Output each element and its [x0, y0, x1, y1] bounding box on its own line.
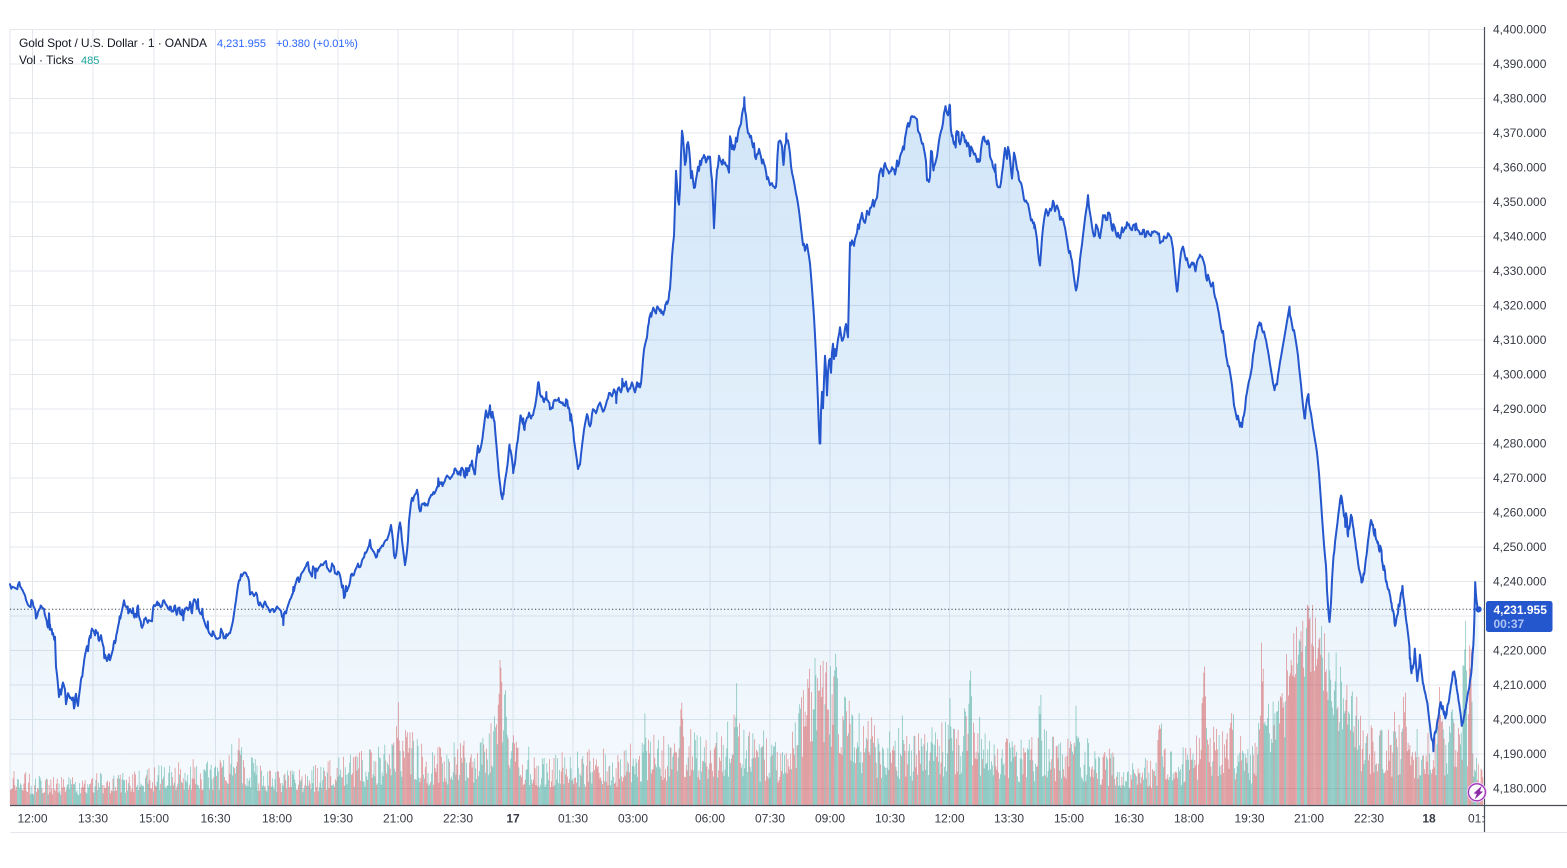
svg-text:15:00: 15:00: [1054, 812, 1084, 826]
svg-text:09:00: 09:00: [815, 812, 845, 826]
svg-text:4,260.000: 4,260.000: [1493, 506, 1547, 520]
svg-text:13:30: 13:30: [994, 812, 1024, 826]
svg-text:13:30: 13:30: [78, 812, 108, 826]
svg-text:4,390.000: 4,390.000: [1493, 57, 1547, 71]
svg-text:4,210.000: 4,210.000: [1493, 678, 1547, 692]
svg-text:4,400.000: 4,400.000: [1493, 23, 1547, 37]
svg-text:00:37: 00:37: [1494, 617, 1525, 631]
svg-text:4,300.000: 4,300.000: [1493, 368, 1547, 382]
svg-text:4,231.955: 4,231.955: [217, 38, 266, 50]
svg-text:06:00: 06:00: [695, 812, 725, 826]
svg-text:4,350.000: 4,350.000: [1493, 195, 1547, 209]
svg-text:4,280.000: 4,280.000: [1493, 437, 1547, 451]
svg-text:12:00: 12:00: [17, 812, 47, 826]
svg-text:16:30: 16:30: [200, 812, 230, 826]
svg-text:18: 18: [1422, 812, 1436, 826]
svg-text:4,330.000: 4,330.000: [1493, 264, 1547, 278]
svg-text:15:00: 15:00: [139, 812, 169, 826]
svg-text:19:30: 19:30: [323, 812, 353, 826]
svg-text:4,190.000: 4,190.000: [1493, 747, 1547, 761]
svg-text:19:30: 19:30: [1234, 812, 1264, 826]
svg-text:4,360.000: 4,360.000: [1493, 161, 1547, 175]
svg-text:4,220.000: 4,220.000: [1493, 644, 1547, 658]
svg-text:21:00: 21:00: [1294, 812, 1324, 826]
svg-text:4,270.000: 4,270.000: [1493, 471, 1547, 485]
svg-text:22:30: 22:30: [1354, 812, 1384, 826]
svg-text:07:30: 07:30: [755, 812, 785, 826]
svg-text:Gold Spot / U.S. Dollar · 1 ·: Gold Spot / U.S. Dollar · 1 · OANDA: [19, 36, 207, 50]
svg-text:4,320.000: 4,320.000: [1493, 299, 1547, 313]
svg-text:18:00: 18:00: [262, 812, 292, 826]
svg-text:+0.380 (+0.01%): +0.380 (+0.01%): [276, 38, 358, 50]
svg-text:22:30: 22:30: [443, 812, 473, 826]
svg-text:17: 17: [506, 812, 520, 826]
svg-text:01:30: 01:30: [1468, 812, 1498, 826]
svg-text:4,340.000: 4,340.000: [1493, 230, 1547, 244]
svg-text:12:00: 12:00: [934, 812, 964, 826]
svg-text:4,290.000: 4,290.000: [1493, 402, 1547, 416]
svg-text:4,200.000: 4,200.000: [1493, 713, 1547, 727]
svg-text:4,380.000: 4,380.000: [1493, 92, 1547, 106]
svg-text:03:00: 03:00: [618, 812, 648, 826]
svg-text:Vol · Ticks: Vol · Ticks: [19, 53, 74, 67]
svg-text:4,231.955: 4,231.955: [1494, 603, 1548, 617]
svg-text:16:30: 16:30: [1114, 812, 1144, 826]
svg-text:4,310.000: 4,310.000: [1493, 333, 1547, 347]
svg-text:4,250.000: 4,250.000: [1493, 540, 1547, 554]
svg-text:10:30: 10:30: [875, 812, 905, 826]
svg-text:4,180.000: 4,180.000: [1493, 782, 1547, 796]
svg-text:18:00: 18:00: [1174, 812, 1204, 826]
svg-text:485: 485: [81, 55, 99, 67]
svg-text:01:30: 01:30: [558, 812, 588, 826]
svg-text:4,370.000: 4,370.000: [1493, 126, 1547, 140]
svg-text:21:00: 21:00: [383, 812, 413, 826]
svg-text:4,240.000: 4,240.000: [1493, 575, 1547, 589]
